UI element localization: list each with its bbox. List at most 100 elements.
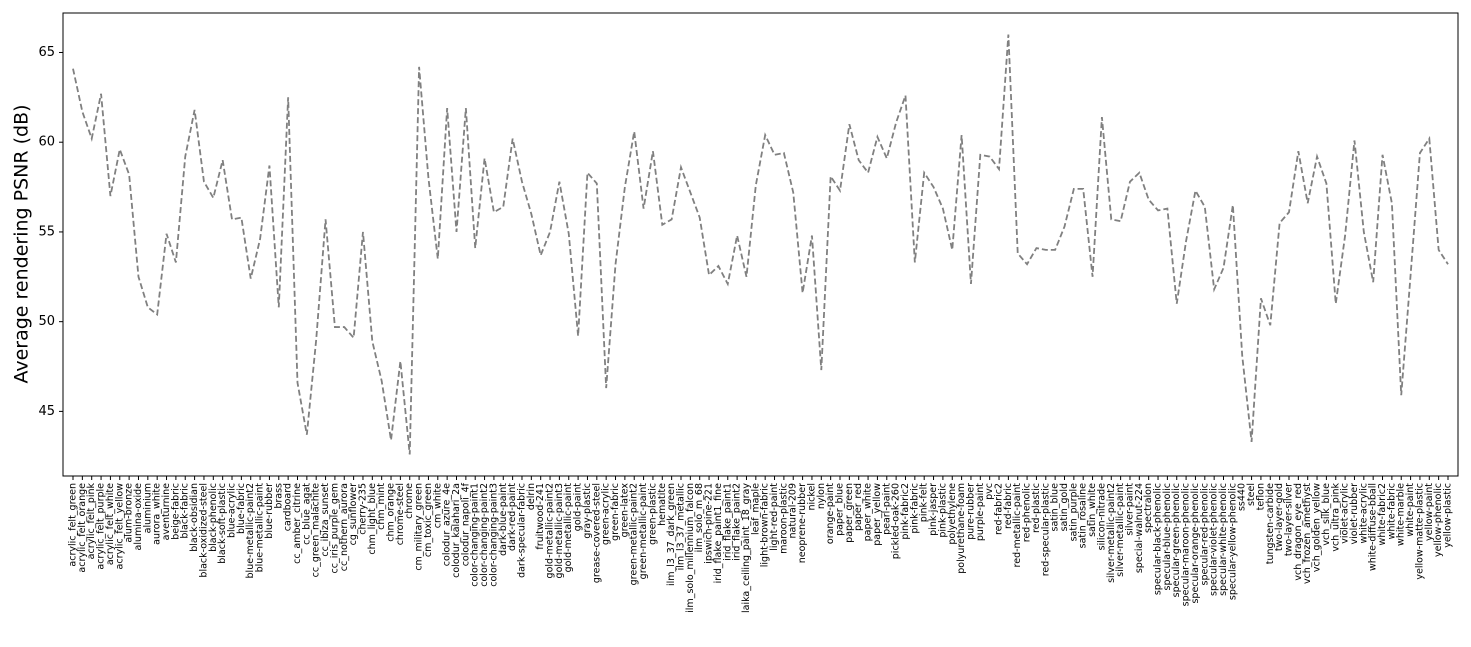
x-tick-label: specular-blue-phenolic [1162,483,1173,590]
x-tick-label: violet-rubber [1349,483,1360,545]
x-tick-label: irid_flake_paint1 [722,483,733,561]
x-tick-label: cm_toxic_green [423,483,434,557]
x-tick-label: nickel [806,483,817,511]
x-tick-label: dark-blue-paint [498,483,509,556]
x-tick-label: acrylic_felt_yellow [114,483,125,570]
x-tick-label: chm_mint [376,483,387,530]
x-tick-label: chrome [404,483,415,519]
x-tick-label: silver-metallic-paint [1115,483,1126,577]
x-tick-label: satin_white [1087,483,1098,537]
x-tick-label: blue-metallic-paint [255,483,266,573]
x-tick-label: gold-paint [573,483,584,531]
x-tick-label: green-metallic-paint2 [629,483,640,585]
x-tick-label: gray-plastic [582,483,593,539]
x-tick-label: leaf_maple [750,483,761,535]
x-tick-label: aventurnine [161,483,172,540]
x-tick-label: specular-yellow-phenolic [1227,483,1238,600]
x-tick-label: light-red-paint [769,483,780,551]
x-tick-label: gold-metallic-paint3 [554,483,565,578]
data-line [72,34,1449,455]
x-tick-label: pvc [984,483,995,500]
x-tick-label: ilm_l3_37_metallic [675,483,686,570]
x-tick-label: polyurethane-foam [956,483,967,574]
x-tick-label: silver-metallic-paint2 [1106,483,1117,583]
x-tick-label: maroon-plastic [778,483,789,554]
x-tick-label: chm_light_blue [367,483,378,555]
x-tick-label: pink-jasper [928,483,939,536]
x-tick-label: specular-maroon-phenolic [1181,483,1192,606]
x-tick-label: blue-metallic-paint2 [245,483,256,578]
x-tick-label: white-fabric [1386,483,1397,539]
x-tick-label: two-layer-silver [1283,483,1294,556]
x-tick-label: gold-metallic-paint2 [545,483,556,578]
x-tick-label: steel [1246,483,1257,506]
x-tick-label: acrylic_felt_green [68,483,79,567]
x-tick-label: pink-plastic [937,483,948,538]
x-tick-label: ipswich-pine-221 [704,483,715,564]
x-tick-label: gold-metallic-paint [563,483,574,573]
x-tick-label: ilm_solo_m_68 [694,483,705,552]
x-tick-label: vch_frozen_amethyst [1302,483,1313,584]
x-tick-label: white-diffuse-bball [1368,483,1379,571]
x-tick-label: vch_golden_yellow [1312,483,1323,572]
x-tick-label: acrylic_felt_purple [96,483,107,570]
x-tick-label: purple-paint [975,483,986,541]
x-tick-label: yellow-phenolic [1433,483,1444,557]
x-tick-label: pickled-oak-260 [891,483,902,559]
x-tick-label: aluminium [142,483,153,533]
x-tick-label: pearl-paint [881,483,892,535]
x-tick-label: tungsten-carbide [1265,483,1276,564]
x-tick-label: vch_silk_blue [1321,483,1332,546]
x-tick-label: alumina-oxide [133,483,144,551]
x-tick-label: black-obsidian [189,483,200,552]
x-tick-label: specular-orange-phenolic [1190,483,1201,604]
x-tick-label: irid_flake_paint2 [732,483,743,561]
x-tick-label: violet-acrylic [1340,483,1351,544]
x-tick-label: yellow-plastic [1443,483,1454,548]
x-tick-label: pink-fabric [909,483,920,534]
x-tick-label: red-specular-plastic [1040,483,1051,576]
x-tick-label: cherry-235 [357,483,368,535]
x-tick-label: colodur_napoli_4f [460,482,471,566]
x-tick-label: laika_ceiling_paint_18_gray [741,483,752,613]
y-axis-label: Average rendering PSNR (dB) [11,104,33,383]
x-tick-label: nylon [816,483,827,509]
x-tick-label: red-fabric2 [994,483,1005,535]
x-tick-label: neoprene-rubber [797,483,808,563]
x-tick-label: irid_flake_paint1_fine [713,483,724,584]
x-tick-label: blue-fabric [236,483,247,534]
x-tick-label: satin_rosaline [1078,483,1089,548]
x-tick-label: grease-covered-steel [591,483,602,583]
x-tick-label: satin_purple [1068,483,1079,542]
x-tick-label: specular-red-phenolic [1199,483,1210,586]
x-tick-label: green-fabric [610,483,621,541]
x-tick-label: green-acrylic [601,483,612,545]
x-tick-label: vch_dragon_eye_red [1293,483,1304,581]
x-tick-label: brass [273,483,284,509]
x-tick-label: cc_ibiza_sunset [320,483,331,557]
x-tick-label: green-plastic [647,483,658,545]
x-tick-label: teflon [1255,483,1266,510]
x-tick-label: red-fabric [1003,483,1014,529]
x-tick-label: colodur_kalahari_2a [451,483,462,578]
x-tick-label: silver-paint [1124,483,1135,536]
x-tick-label: chm_orange [386,483,397,542]
x-tick-label: ss440 [1237,483,1248,511]
x-tick-label: red-phenolic [1022,483,1033,542]
x-tick-label: chrome-steel [395,483,406,545]
x-tick-label: ilm_l3_37_dark_green [666,483,677,586]
x-tick-label: paper_white [863,483,874,542]
x-tick-label: cc_blue_agat [301,483,312,545]
x-tick-label: acrylic_felt_orange [77,483,88,573]
x-tick-label: dark-specular-fabric [516,483,527,578]
x-tick-label: spectralon [1143,483,1154,533]
x-tick-label: acrylic_felt_white [105,483,116,565]
x-tick-label: paper_yellow [872,483,883,546]
x-tick-label: fruitwood-241 [535,483,546,550]
x-tick-label: satin_gold [1059,483,1070,531]
x-tick-label: polyethylene [947,483,958,545]
x-tick-label: pink-felt [919,483,930,522]
y-tick-label: 65 [38,45,55,60]
x-tick-label: cardboard [283,483,294,531]
